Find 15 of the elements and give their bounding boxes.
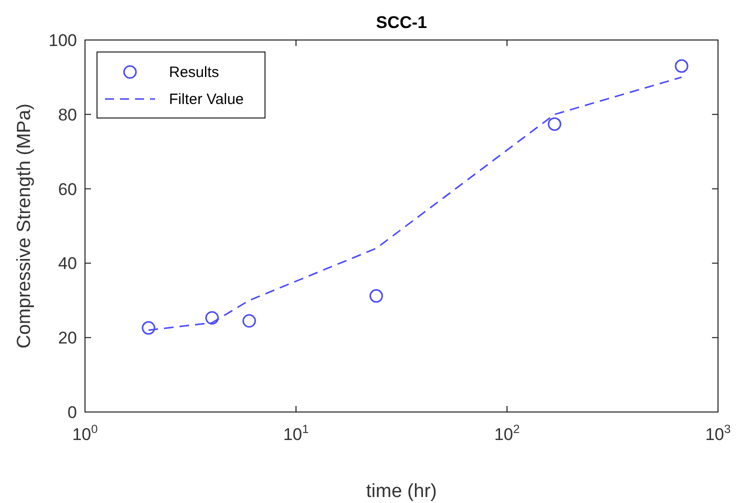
x-axis-title: time (hr) bbox=[366, 481, 437, 502]
x-tick-label: 10$^{1}$ bbox=[283, 422, 310, 444]
y-axis-title: Compressive Strength (MPa) bbox=[14, 104, 35, 348]
chart-title: SCC-1 bbox=[376, 13, 428, 32]
legend-label: Results bbox=[169, 64, 220, 81]
y-tick-label: 80 bbox=[58, 105, 77, 124]
x-tick-label: 10$^{2}$ bbox=[494, 422, 520, 444]
y-tick-label: 0 bbox=[68, 403, 77, 422]
legend-label: Filter Value bbox=[169, 91, 244, 108]
y-tick-label: 60 bbox=[58, 180, 77, 199]
y-tick-label: 40 bbox=[58, 254, 77, 274]
y-tick-label: 20 bbox=[58, 328, 77, 348]
x-tick-label: 10$^{0}$ bbox=[72, 422, 98, 444]
y-tick-label: 100 bbox=[48, 31, 77, 50]
x-tick-label: 10$^{3}$ bbox=[705, 422, 732, 444]
